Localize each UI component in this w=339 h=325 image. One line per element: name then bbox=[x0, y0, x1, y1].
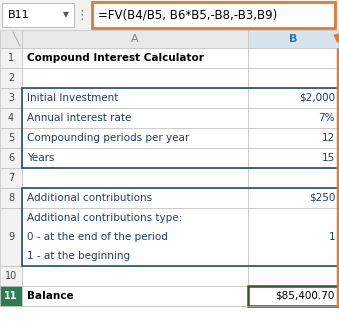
Text: 4: 4 bbox=[8, 113, 14, 123]
Text: $2,000: $2,000 bbox=[299, 93, 335, 103]
Text: Balance: Balance bbox=[27, 291, 74, 301]
Bar bbox=[22, 188, 248, 208]
Text: 8: 8 bbox=[8, 193, 14, 203]
Bar bbox=[92, 2, 335, 28]
Bar bbox=[22, 88, 248, 108]
Text: =FV(B4/B5, B6*B5,-B8,-B3,B9): =FV(B4/B5, B6*B5,-B8,-B3,B9) bbox=[98, 8, 277, 21]
Bar bbox=[248, 266, 339, 286]
Text: 5: 5 bbox=[8, 133, 14, 143]
Text: B: B bbox=[289, 34, 298, 44]
Bar bbox=[0, 68, 22, 88]
Bar bbox=[248, 128, 339, 148]
Text: $250: $250 bbox=[308, 193, 335, 203]
Bar bbox=[0, 48, 22, 68]
Bar bbox=[22, 266, 248, 286]
Bar bbox=[0, 88, 22, 108]
Bar bbox=[248, 30, 339, 48]
Bar bbox=[248, 88, 339, 108]
Text: Compounding periods per year: Compounding periods per year bbox=[27, 133, 189, 143]
Text: 0 - at the end of the period: 0 - at the end of the period bbox=[27, 232, 168, 242]
Bar bbox=[248, 148, 339, 168]
Bar bbox=[22, 168, 248, 188]
Bar bbox=[22, 48, 248, 68]
Text: $85,400.70: $85,400.70 bbox=[276, 291, 335, 301]
Text: 7: 7 bbox=[8, 173, 14, 183]
Text: 11: 11 bbox=[4, 291, 18, 301]
Bar bbox=[248, 108, 339, 128]
Text: Compound Interest Calculator: Compound Interest Calculator bbox=[27, 53, 204, 63]
Text: Additional contributions: Additional contributions bbox=[27, 193, 152, 203]
Bar bbox=[0, 30, 22, 48]
Text: Initial Investment: Initial Investment bbox=[27, 93, 118, 103]
Text: 1: 1 bbox=[8, 53, 14, 63]
Bar bbox=[22, 108, 248, 128]
Bar bbox=[0, 188, 22, 208]
Text: 15: 15 bbox=[322, 153, 335, 163]
Bar bbox=[248, 48, 339, 68]
Text: Annual interest rate: Annual interest rate bbox=[27, 113, 132, 123]
Text: ▼: ▼ bbox=[63, 10, 69, 20]
Text: A: A bbox=[131, 34, 139, 44]
Text: 1 - at the beginning: 1 - at the beginning bbox=[27, 251, 130, 261]
Bar bbox=[0, 0, 339, 30]
Text: 9: 9 bbox=[8, 232, 14, 242]
Text: 1: 1 bbox=[328, 232, 335, 242]
Text: 3: 3 bbox=[8, 93, 14, 103]
Bar bbox=[0, 148, 22, 168]
Bar bbox=[248, 208, 339, 266]
Text: 7%: 7% bbox=[319, 113, 335, 123]
Bar bbox=[22, 68, 248, 88]
Bar bbox=[248, 286, 339, 306]
Bar bbox=[248, 68, 339, 88]
Bar bbox=[0, 286, 22, 306]
Bar bbox=[0, 108, 22, 128]
Bar bbox=[2, 3, 74, 27]
Bar bbox=[22, 188, 339, 266]
Text: ⋮: ⋮ bbox=[76, 8, 88, 21]
Bar bbox=[248, 188, 339, 208]
Text: 6: 6 bbox=[8, 153, 14, 163]
Text: Years: Years bbox=[27, 153, 55, 163]
Bar bbox=[0, 208, 22, 266]
Bar bbox=[22, 30, 248, 48]
Bar bbox=[22, 148, 248, 168]
Text: 12: 12 bbox=[322, 133, 335, 143]
Text: Additional contributions type:: Additional contributions type: bbox=[27, 213, 182, 223]
Bar bbox=[0, 128, 22, 148]
Bar bbox=[22, 208, 248, 266]
Bar bbox=[22, 88, 339, 168]
Bar bbox=[248, 168, 339, 188]
Bar bbox=[0, 266, 22, 286]
Bar bbox=[22, 286, 248, 306]
Text: 2: 2 bbox=[8, 73, 14, 83]
Text: B11: B11 bbox=[8, 10, 29, 20]
Bar bbox=[0, 168, 22, 188]
Text: 10: 10 bbox=[5, 271, 17, 281]
Bar bbox=[22, 128, 248, 148]
